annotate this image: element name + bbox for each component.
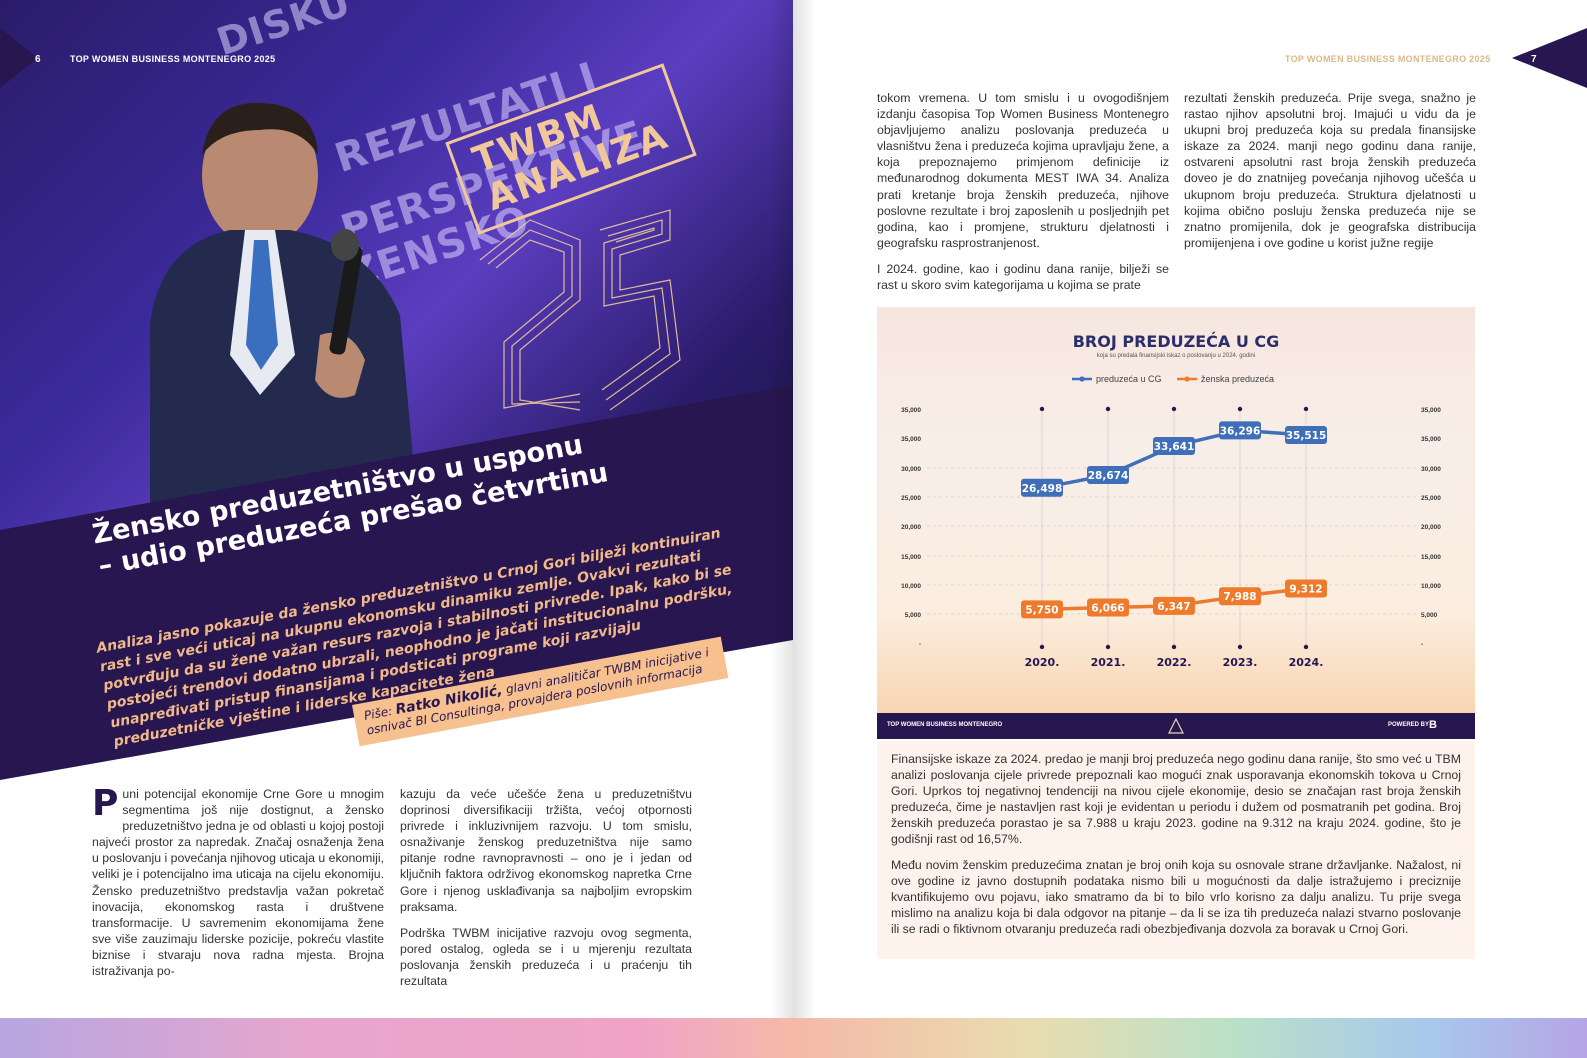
- bi-logo-icon: B: [1429, 719, 1437, 731]
- y-tick-label-right: 10,000: [1421, 583, 1441, 590]
- x-tick-label: 2024.: [1289, 656, 1324, 669]
- column-3-paragraph-2: I 2024. godine, kao i godinu dana ranije…: [877, 261, 1169, 293]
- y-tick-label-right: 15,000: [1421, 554, 1441, 561]
- data-label: 6,347: [1157, 601, 1190, 613]
- y-tick-label-right: 35,000: [1421, 407, 1441, 414]
- chart-infographic: BROJ PREDUZEĆA U CG koja su predala fina…: [877, 307, 1475, 739]
- left-page-number: 6: [35, 54, 41, 65]
- data-label: 6,066: [1091, 602, 1124, 614]
- commentary-paragraph-1: Finansijske iskaze za 2024. predao je ma…: [891, 751, 1461, 848]
- y-tick-label-right: 25,000: [1421, 495, 1441, 502]
- year-bottom-dot: [1106, 645, 1110, 649]
- legend-label: ženska preduzeća: [1201, 374, 1274, 384]
- y-tick-label-left: 15,000: [901, 554, 921, 561]
- left-page: DISKU REZULTATI I PERSPEKTIVE ŽENSKO TWB…: [0, 0, 793, 1058]
- y-tick-label-right: -: [1421, 641, 1423, 648]
- year-top-dot: [1238, 407, 1242, 411]
- year-bottom-dot: [1040, 645, 1044, 649]
- badge-25-graphic: [470, 200, 700, 430]
- dropcap: P: [92, 789, 118, 819]
- y-tick-label-right: 5,000: [1421, 612, 1438, 619]
- column-1-text: uni potencijal ekonomije Crne Gore u mno…: [92, 787, 384, 978]
- y-tick-label-right: 35,000: [1421, 436, 1441, 443]
- spine-shadow: [770, 0, 816, 1058]
- column-2-paragraph-2: Podrška TWBM inicijative razvoju ovog se…: [400, 925, 692, 989]
- y-tick-label-right: 20,000: [1421, 524, 1441, 531]
- data-label: 36,296: [1220, 425, 1261, 437]
- y-tick-label-left: 5,000: [905, 612, 922, 619]
- legend-dot: [1079, 376, 1084, 381]
- y-tick-label-left: 35,000: [901, 407, 921, 414]
- data-label: 26,498: [1022, 483, 1063, 495]
- data-label: 7,988: [1223, 591, 1256, 603]
- body-column-2: kazuju da veće učešće žena u preduzetniš…: [400, 786, 692, 989]
- year-top-dot: [1040, 407, 1044, 411]
- y-tick-label-left: 25,000: [901, 495, 921, 502]
- y-tick-label-left: 35,000: [901, 436, 921, 443]
- x-tick-label: 2023.: [1223, 656, 1258, 669]
- chart-title: BROJ PREDUZEĆA U CG: [1073, 332, 1280, 351]
- data-label: 28,674: [1088, 470, 1129, 482]
- year-bottom-dot: [1172, 645, 1176, 649]
- data-label: 35,515: [1286, 430, 1327, 442]
- y-tick-label-right: 30,000: [1421, 466, 1441, 473]
- data-label: 5,750: [1025, 604, 1058, 616]
- right-page-number: 7: [1531, 54, 1537, 65]
- x-tick-label: 2020.: [1025, 656, 1060, 669]
- chart-legend: preduzeća u CG ženska preduzeća: [1072, 374, 1274, 384]
- y-tick-label-left: 20,000: [901, 524, 921, 531]
- y-tick-label-left: 30,000: [901, 466, 921, 473]
- legend-label: preduzeća u CG: [1096, 374, 1162, 384]
- left-corner-marker: [0, 28, 38, 88]
- y-tick-label-left: 10,000: [901, 583, 921, 590]
- line-chart: BROJ PREDUZEĆA U CG koja su predala fina…: [877, 307, 1475, 713]
- infographic-footer: TOP WOMEN BUSINESS MONTENEGRO POWERED BY…: [877, 713, 1475, 739]
- year-top-dot: [1172, 407, 1176, 411]
- body-column-3: tokom vremena. U tom smislu i u ovogodiš…: [877, 90, 1169, 293]
- powered-by-label: POWERED BY: [1388, 722, 1429, 728]
- year-bottom-dot: [1304, 645, 1308, 649]
- column-4-text: rezultati ženskih preduzeća. Prije svega…: [1184, 90, 1476, 251]
- chart-subtitle: koja su predala finansijski iskaz o posl…: [1097, 353, 1255, 359]
- y-tick-label-left: -: [919, 641, 921, 648]
- data-label: 33,641: [1154, 441, 1195, 453]
- right-corner-marker: [1512, 28, 1587, 88]
- column-3-paragraph-1: tokom vremena. U tom smislu i u ovogodiš…: [877, 90, 1169, 251]
- year-top-dot: [1304, 407, 1308, 411]
- left-running-header: TOP WOMEN BUSINESS MONTENEGRO 2025: [70, 54, 275, 64]
- commentary-paragraph-2: Među novim ženskim preduzećima znatan je…: [891, 857, 1461, 937]
- triangle-logo-icon: [1168, 718, 1184, 734]
- x-tick-label: 2021.: [1091, 656, 1126, 669]
- column-2-paragraph-1: kazuju da veće učešće žena u preduzetniš…: [400, 786, 692, 915]
- data-label: 9,312: [1289, 583, 1322, 595]
- infographic-brand: TOP WOMEN BUSINESS MONTENEGRO: [887, 722, 1002, 728]
- bottom-gradient-strip: [0, 1018, 1587, 1058]
- year-bottom-dot: [1238, 645, 1242, 649]
- chart-commentary: Finansijske iskaze za 2024. predao je ma…: [877, 741, 1475, 959]
- legend-dot: [1184, 376, 1189, 381]
- x-tick-label: 2022.: [1157, 656, 1192, 669]
- body-column-4: rezultati ženskih preduzeća. Prije svega…: [1184, 90, 1476, 251]
- year-top-dot: [1106, 407, 1110, 411]
- right-running-header: TOP WOMEN BUSINESS MONTENEGRO 2025: [1285, 54, 1490, 64]
